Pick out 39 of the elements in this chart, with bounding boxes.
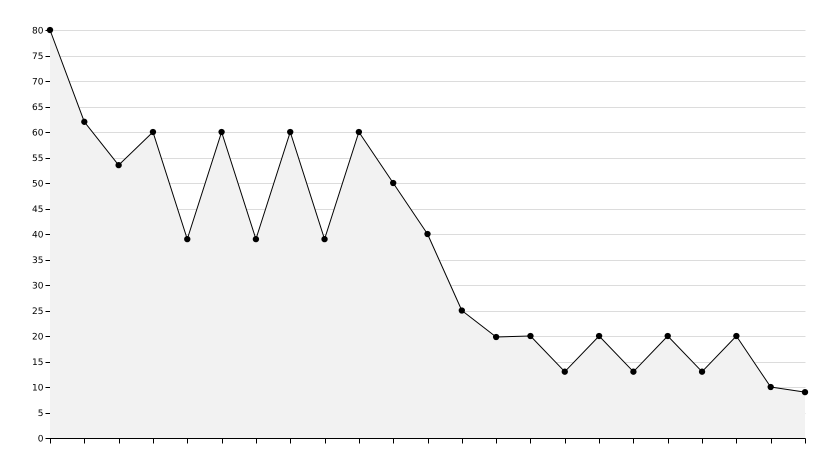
point	[115, 162, 122, 168]
point	[184, 236, 190, 242]
point	[698, 368, 706, 375]
y-tick-label: 15	[32, 358, 44, 368]
y-tick-label: 35	[32, 256, 44, 266]
point	[150, 128, 156, 136]
point	[733, 332, 740, 340]
y-tick-label: 75	[32, 52, 44, 62]
point	[252, 236, 260, 242]
y-tick-label: 25	[32, 307, 44, 317]
y-tick-label: 65	[32, 103, 44, 113]
y-tick-label: 40	[32, 230, 44, 240]
y-tick-label: 20	[32, 332, 44, 342]
point	[424, 230, 431, 238]
point	[562, 368, 568, 375]
y-tick-label: 10	[32, 384, 44, 394]
y-tick-label: 5	[38, 409, 44, 419]
y-tick-label: 80	[32, 26, 44, 36]
y-tick-label: 50	[32, 180, 44, 190]
point	[630, 368, 637, 375]
y-tick-label: 0	[38, 434, 44, 444]
point	[390, 180, 396, 186]
point	[802, 388, 808, 396]
point	[287, 128, 294, 136]
point	[458, 307, 465, 314]
y-tick-label: 30	[32, 282, 44, 292]
point	[81, 118, 88, 125]
y-tick-label: 70	[32, 78, 44, 88]
y-tick-label: 45	[32, 205, 44, 215]
point	[356, 128, 362, 136]
point	[218, 128, 225, 136]
y-tick-label: 60	[32, 128, 44, 138]
point	[596, 332, 602, 340]
point	[768, 384, 774, 390]
point	[321, 236, 328, 242]
y-tick-label: 55	[32, 154, 44, 164]
point	[527, 332, 534, 340]
point	[492, 334, 500, 340]
point	[664, 332, 671, 340]
